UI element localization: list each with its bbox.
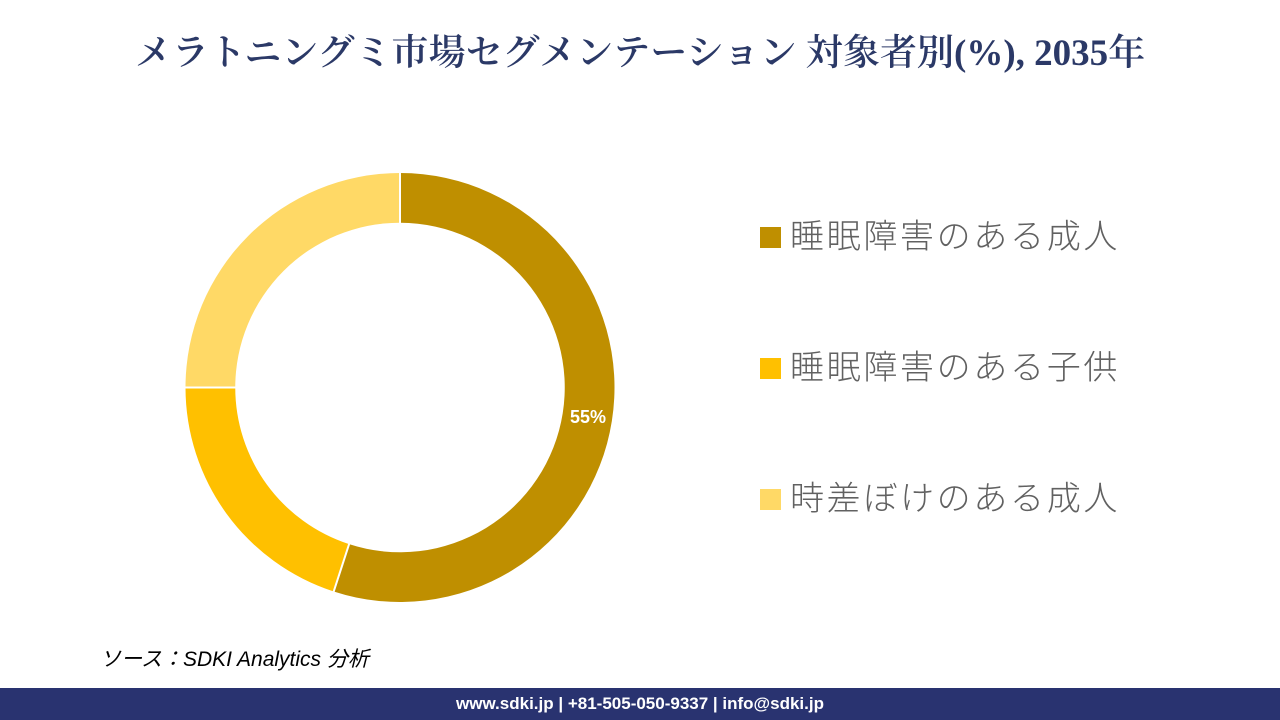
- donut-segment-1: [185, 387, 350, 592]
- legend-item: 睡眠障害のある子供: [760, 336, 1120, 400]
- legend-swatch-adults-jet-lag: [760, 488, 781, 510]
- donut-segment-0: [333, 173, 615, 602]
- legend-swatch-children-sleep-disorders: [760, 357, 781, 379]
- donut-segments: [184, 172, 615, 602]
- donut-segment-2: [185, 173, 400, 388]
- legend: 睡眠障害のある成人 睡眠障害のある子供 時差ぼけのある成人: [760, 205, 1120, 531]
- legend-label: 睡眠障害のある子供: [790, 349, 1121, 387]
- source-note: ソース：SDKI Analytics 分析: [100, 648, 369, 671]
- chart-title: メラトニングミ市場セグメンテーション 対象者別(%), 2035年: [134, 33, 1146, 74]
- footer-text: www.sdki.jp | +81-505-050-9337 | info@sd…: [456, 694, 824, 713]
- legend-item: 睡眠障害のある成人: [760, 205, 1120, 269]
- legend-swatch-adults-sleep-disorders: [760, 226, 781, 248]
- donut-data-label: 55%: [570, 407, 606, 427]
- footer-bar: www.sdki.jp | +81-505-050-9337 | info@sd…: [0, 688, 1280, 720]
- donut-separator-1: [332, 542, 351, 593]
- legend-label: 時差ぼけのある成人: [790, 480, 1121, 518]
- legend-label: 睡眠障害のある成人: [790, 218, 1121, 256]
- legend-item: 時差ぼけのある成人: [760, 467, 1120, 531]
